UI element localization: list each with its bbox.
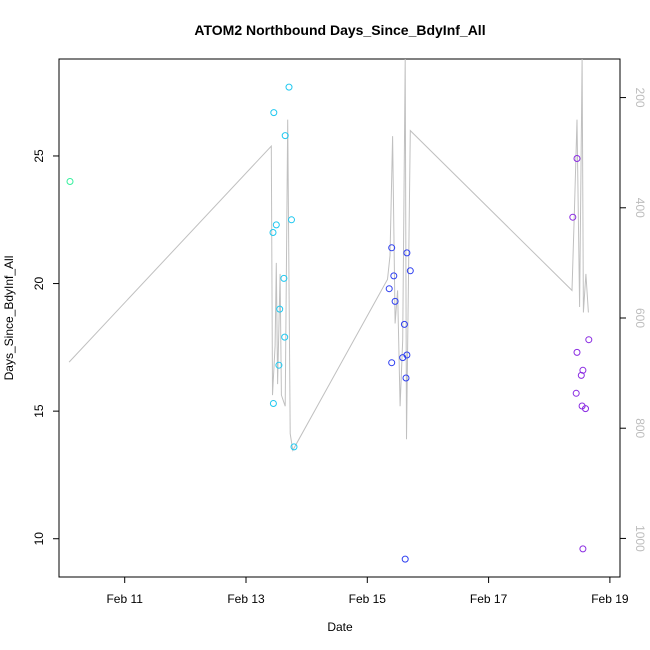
data-point-15 bbox=[390, 272, 398, 280]
data-point-11 bbox=[269, 400, 277, 407]
data-point-8 bbox=[276, 305, 284, 313]
data-point-27 bbox=[585, 336, 593, 344]
right-axis: 200 400 600 800 1000 bbox=[620, 88, 647, 552]
data-point-9 bbox=[281, 333, 289, 341]
y-axis: 10 15 20 25 bbox=[32, 149, 59, 545]
data-point-1 bbox=[270, 109, 278, 117]
data-point-23 bbox=[402, 374, 410, 382]
y-axis-label: Days_Since_BdyInf_All bbox=[2, 256, 16, 381]
data-point-14 bbox=[403, 249, 411, 257]
data-point-0 bbox=[66, 178, 74, 185]
data-point-18 bbox=[391, 297, 399, 305]
x-axis: Feb 11 Feb 13 Feb 15 Feb 17 Feb 19 bbox=[106, 577, 629, 606]
data-point-16 bbox=[406, 267, 414, 275]
x-axis-label: Date bbox=[327, 620, 353, 634]
y-tick-label-2: 20 bbox=[32, 277, 46, 291]
data-point-24 bbox=[401, 555, 409, 563]
chart-title: ATOM2 Northbound Days_Since_BdyInf_All bbox=[194, 22, 485, 38]
x-tick-label-3: Feb 17 bbox=[470, 592, 508, 606]
data-point-21 bbox=[399, 354, 407, 362]
y-tick-label-1: 15 bbox=[32, 404, 46, 418]
data-point-34 bbox=[579, 545, 587, 553]
line-series bbox=[68, 58, 589, 452]
data-point-5 bbox=[269, 229, 277, 236]
data-point-25 bbox=[573, 155, 581, 162]
x-tick-label-0: Feb 11 bbox=[106, 592, 143, 606]
data-point-12 bbox=[290, 443, 298, 451]
data-point-17 bbox=[385, 285, 393, 293]
data-point-31 bbox=[572, 389, 580, 397]
points-layer bbox=[66, 83, 593, 563]
grey-line bbox=[68, 58, 589, 452]
data-point-4 bbox=[272, 221, 280, 229]
y-tick-label-0: 10 bbox=[32, 532, 46, 546]
x-tick-label-4: Feb 19 bbox=[591, 592, 629, 606]
y2-tick-label-1: 400 bbox=[633, 198, 647, 218]
data-point-28 bbox=[573, 348, 581, 356]
y2-tick-label-0: 200 bbox=[633, 88, 647, 108]
data-point-22 bbox=[388, 359, 396, 367]
data-point-19 bbox=[400, 320, 408, 328]
y2-tick-label-3: 800 bbox=[633, 418, 647, 438]
y-tick-label-3: 25 bbox=[32, 149, 46, 163]
plot-frame bbox=[58, 58, 621, 578]
data-point-33 bbox=[582, 405, 589, 413]
data-point-2 bbox=[285, 83, 293, 91]
data-point-10 bbox=[275, 361, 283, 369]
data-point-7 bbox=[280, 274, 288, 282]
y2-tick-label-4: 1000 bbox=[633, 525, 647, 552]
data-point-13 bbox=[388, 244, 396, 252]
data-point-3 bbox=[281, 132, 289, 140]
data-point-30 bbox=[577, 371, 585, 379]
x-tick-label-1: Feb 13 bbox=[227, 592, 265, 606]
y2-tick-label-2: 600 bbox=[633, 308, 647, 328]
data-point-26 bbox=[569, 213, 577, 221]
data-point-6 bbox=[288, 216, 295, 224]
x-tick-label-2: Feb 15 bbox=[349, 592, 387, 606]
